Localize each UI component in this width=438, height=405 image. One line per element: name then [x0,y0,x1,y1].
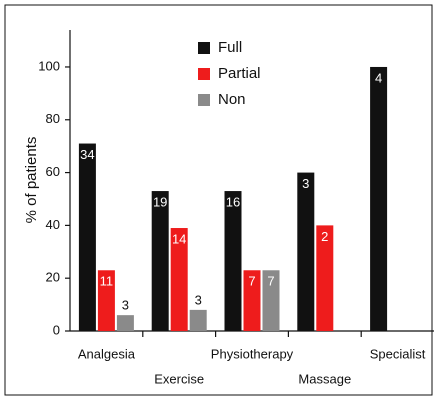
y-tick-label: 60 [46,164,60,179]
bar-count-label: 3 [122,298,129,313]
x-tick-label: Analgesia [78,346,136,361]
legend-swatch [198,68,210,80]
x-tick-label: Massage [298,371,351,386]
y-axis-label: % of patients [23,137,40,224]
bar [189,309,207,331]
bar [316,225,334,331]
x-tick-label: Physiotherapy [211,346,294,361]
bar [243,270,261,331]
bar [78,143,96,331]
bar [151,191,169,331]
bar-count-label: 11 [100,274,114,289]
bar [297,172,315,331]
y-tick-label: 100 [38,58,60,73]
legend-swatch [198,94,210,106]
bar-count-label: 4 [375,70,382,85]
bar-count-label: 34 [80,147,94,162]
bar-count-label: 16 [226,194,240,209]
bar-count-label: 7 [248,274,255,289]
bar-count-label: 3 [195,292,202,307]
legend-label: Full [218,39,242,56]
frame [4,4,433,396]
bar [370,66,388,332]
x-tick-label: Exercise [154,371,204,386]
bar [97,270,115,331]
legend-swatch [198,42,210,54]
x-tick-label: Specialist [370,346,426,361]
bar [262,270,280,331]
bar [116,315,134,331]
y-tick-label: 80 [46,111,60,126]
bar [170,228,188,331]
legend-label: Partial [218,65,261,82]
bar-count-label: 14 [172,231,186,246]
y-tick-label: 40 [46,217,60,232]
legend-label: Non [218,91,246,108]
y-tick-label: 0 [53,322,60,337]
bar-count-label: 7 [267,274,274,289]
bar-count-label: 3 [302,176,309,191]
bar [224,191,242,331]
bar-count-label: 2 [321,229,328,244]
bar-count-label: 19 [153,194,167,209]
y-tick-label: 20 [46,270,60,285]
